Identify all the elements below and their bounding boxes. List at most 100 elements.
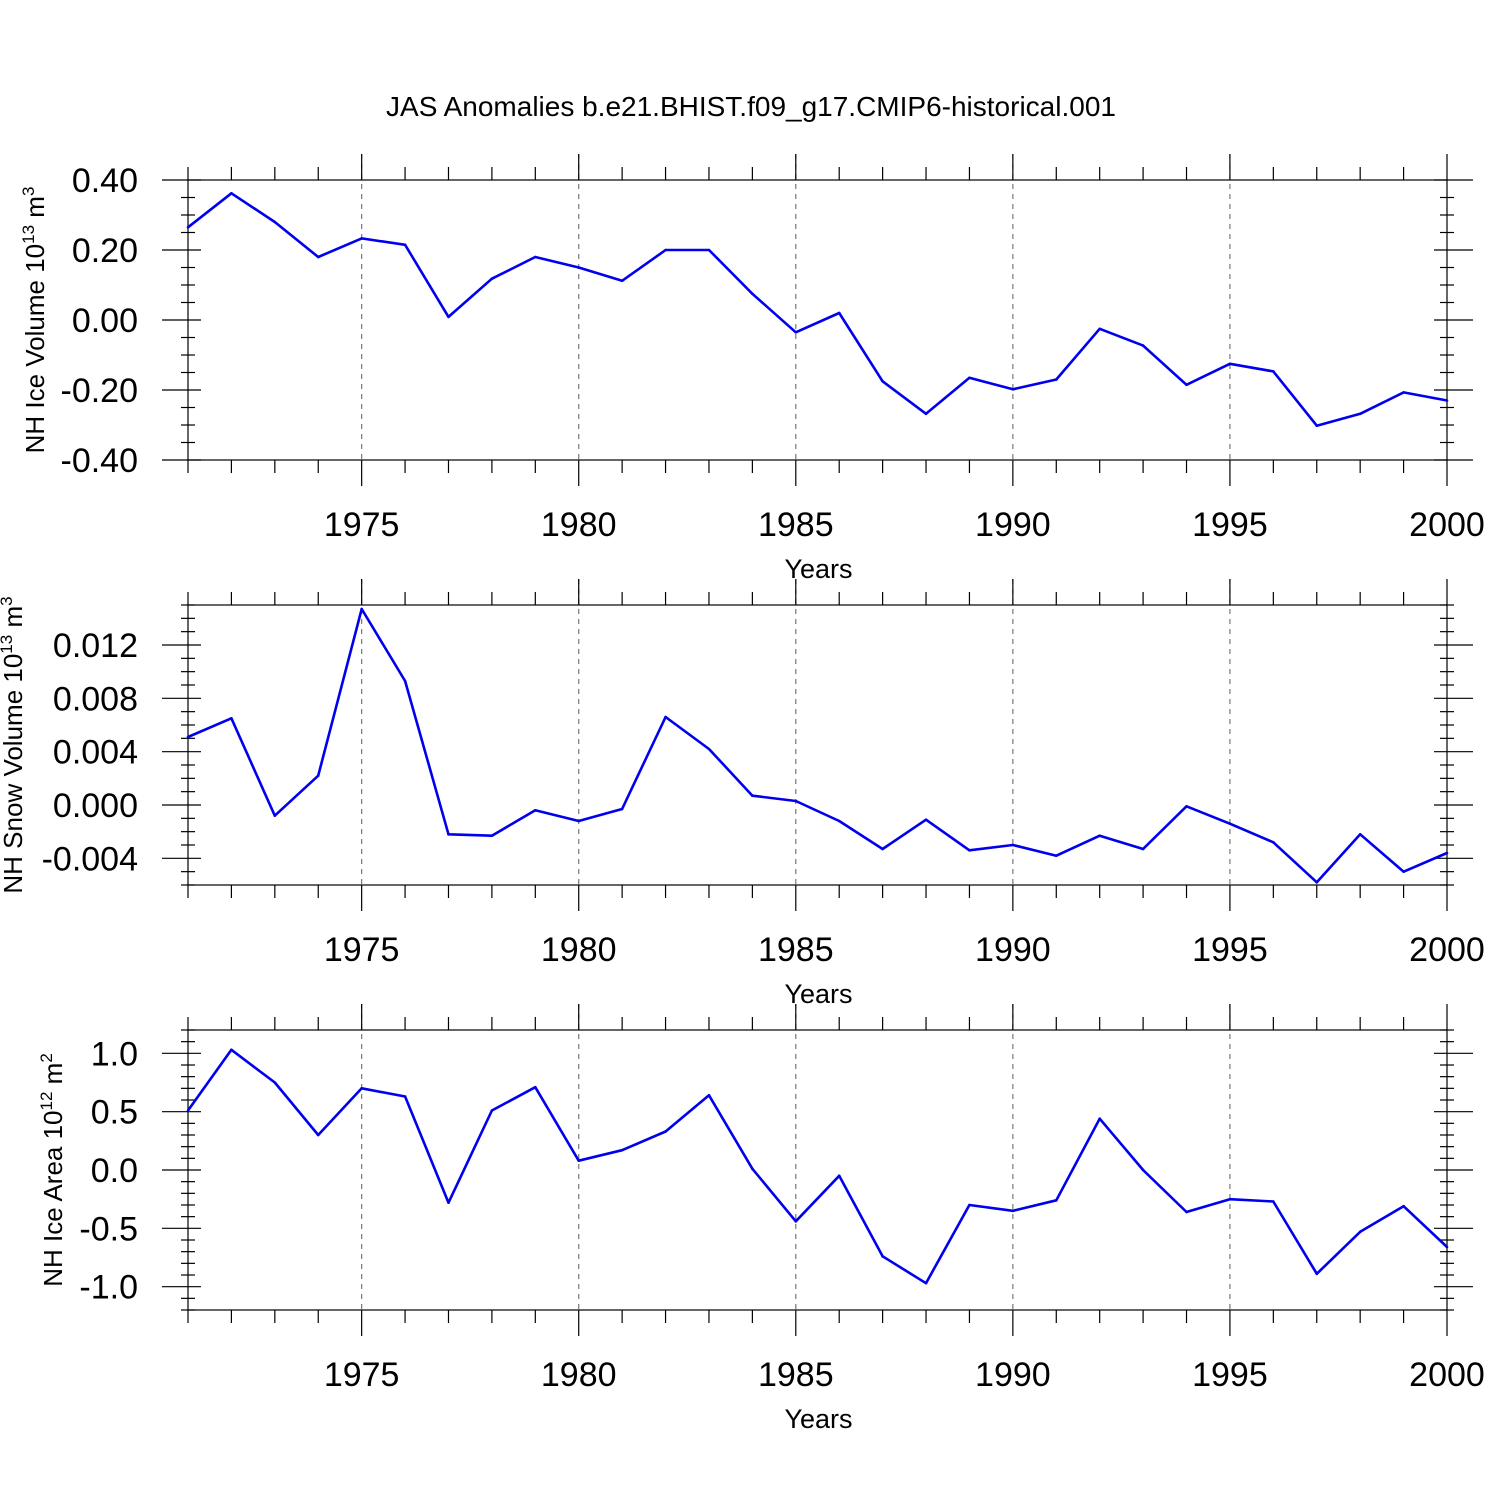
data-point <box>1185 383 1188 387</box>
data-point <box>837 311 841 315</box>
data-point <box>273 220 277 224</box>
data-point <box>186 225 190 229</box>
data-point <box>316 1133 320 1137</box>
data-point <box>273 1081 277 1084</box>
data-point <box>664 1130 667 1133</box>
x-tick-label: 1990 <box>975 506 1051 544</box>
data-point <box>316 774 320 777</box>
x-tick-label: 1980 <box>541 931 617 969</box>
data-point <box>577 266 581 269</box>
data-point <box>968 376 971 380</box>
y-axis-title-exponent: 12 <box>37 1092 56 1111</box>
x-tick-label: 1975 <box>324 506 400 544</box>
data-point <box>447 1201 450 1204</box>
data-point <box>1054 854 1058 857</box>
x-tick-label: 2000 <box>1409 506 1485 544</box>
plot-frame <box>187 1029 1448 1311</box>
data-point <box>490 277 494 281</box>
y-axis-title-unit-exponent: 2 <box>37 1053 56 1062</box>
plot-frame <box>187 179 1448 461</box>
x-tick-label: 1995 <box>1192 1356 1268 1394</box>
data-point <box>447 315 450 319</box>
data-point <box>707 747 711 751</box>
series-line <box>186 1048 1448 1285</box>
y-tick-label: -1.0 <box>79 1269 138 1307</box>
data-point <box>186 1109 190 1112</box>
x-tick-label: 1975 <box>324 931 400 969</box>
data-point <box>620 1148 624 1152</box>
data-point <box>1141 1168 1145 1172</box>
figure-title: JAS Anomalies b.e21.BHIST.f09_g17.CMIP6-… <box>386 91 1116 122</box>
x-tick-label: 1980 <box>541 506 617 544</box>
data-point <box>968 1203 971 1207</box>
data-point <box>664 248 667 252</box>
data-point <box>1358 412 1362 416</box>
y-axis-title-unit: m <box>38 1063 68 1092</box>
data-point <box>881 1255 884 1258</box>
data-point <box>1402 1204 1405 1208</box>
data-point <box>707 248 711 252</box>
series-line <box>187 607 1448 884</box>
data-point <box>273 814 277 817</box>
data-point <box>1358 833 1362 836</box>
data-point <box>1272 1200 1275 1203</box>
data-point <box>577 1159 581 1162</box>
data-point <box>924 412 928 416</box>
data-point <box>230 717 233 720</box>
data-point <box>1054 1199 1058 1202</box>
data-point <box>1141 847 1145 851</box>
plot-frame <box>187 604 1448 886</box>
data-point <box>1402 391 1405 394</box>
y-tick-label: -0.40 <box>61 442 139 480</box>
data-point <box>1141 344 1145 347</box>
y-axis-title: NH Snow Volume 1013 m3 <box>0 596 28 893</box>
x-tick-label: 1985 <box>758 506 834 544</box>
data-point <box>490 1109 494 1112</box>
data-point <box>447 833 450 836</box>
y-axis-title-unit-exponent: 3 <box>19 187 38 196</box>
data-point <box>1272 370 1275 373</box>
data-point <box>1445 851 1449 855</box>
data-point <box>1228 822 1232 825</box>
x-tick-label: 1985 <box>758 1356 834 1394</box>
data-point <box>968 849 971 852</box>
y-tick-label: -0.004 <box>42 840 138 878</box>
data-point <box>230 1048 233 1052</box>
data-point <box>1185 805 1188 808</box>
y-tick-label: -0.20 <box>61 372 139 410</box>
data-point <box>1098 834 1101 837</box>
data-point <box>360 607 363 611</box>
data-point <box>316 255 320 259</box>
data-point <box>794 330 798 334</box>
data-point <box>1011 388 1015 391</box>
x-tick-label: 2000 <box>1409 931 1485 969</box>
data-point <box>1358 1230 1362 1234</box>
data-point <box>751 794 754 797</box>
y-axis-title-main: NH Ice Volume 10 <box>20 244 50 454</box>
data-point <box>924 1281 928 1285</box>
data-point <box>664 715 667 719</box>
data-point <box>1315 424 1319 428</box>
data-point <box>186 735 190 739</box>
data-point <box>620 279 624 283</box>
y-axis-title-exponent: 13 <box>19 225 38 244</box>
data-point <box>1272 841 1275 844</box>
data-point <box>360 237 363 240</box>
data-point <box>1445 399 1449 402</box>
x-tick-label: 1980 <box>541 1356 617 1394</box>
data-point <box>403 1095 407 1098</box>
data-point <box>794 799 798 803</box>
data-point <box>1228 1197 1232 1201</box>
data-point <box>751 1167 754 1171</box>
data-point <box>1315 1272 1319 1276</box>
data-point <box>881 847 884 851</box>
y-tick-label: 1.0 <box>91 1035 138 1073</box>
data-point <box>534 809 537 812</box>
y-tick-label: 0.008 <box>53 680 138 718</box>
data-point <box>534 255 537 259</box>
y-axis-title-unit: m <box>20 196 50 225</box>
data-point <box>1054 378 1058 381</box>
panel-1: 1975 1980 1985 1990 1995 2000 Years 0.40 0.20 0.0… <box>19 154 1485 584</box>
data-point <box>837 1174 841 1178</box>
